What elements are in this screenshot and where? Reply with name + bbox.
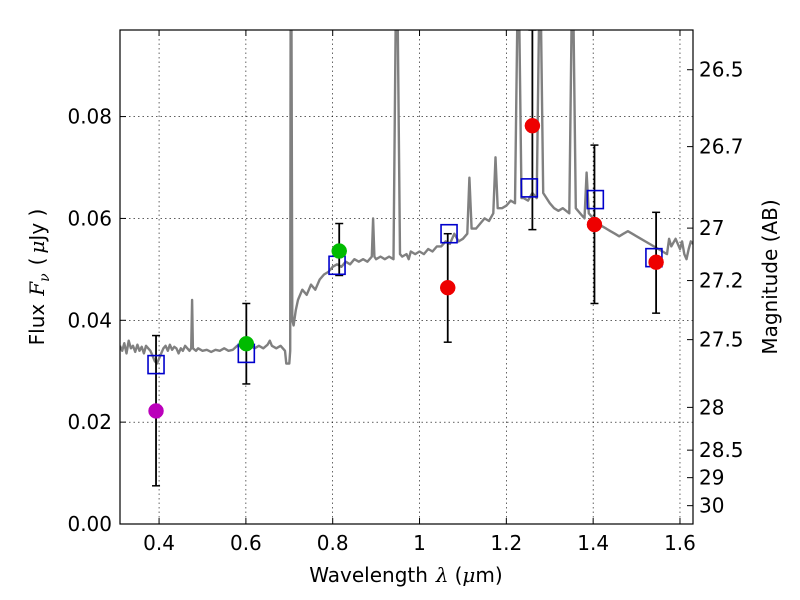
- y2-tick-label: 28.5: [699, 438, 744, 462]
- observed-photometry-point: [148, 403, 164, 419]
- x-tick-label: 1: [413, 531, 426, 555]
- observed-photometry-point: [586, 216, 603, 233]
- observed-photometry-point: [524, 117, 541, 134]
- observed-photometry-point: [331, 243, 347, 259]
- observed-photometry-point: [238, 335, 255, 352]
- y-tick-label: 0.08: [67, 105, 112, 129]
- y-tick-label: 0.00: [67, 512, 112, 536]
- y2-tick-label: 28: [699, 395, 724, 419]
- y-tick-label: 0.06: [67, 206, 112, 230]
- errorbar-layer: [152, 30, 661, 487]
- grid: [120, 30, 693, 524]
- y2-tick-label: 27.5: [699, 328, 744, 352]
- x-tick-label: 1.2: [490, 531, 522, 555]
- observed-photometry-point: [439, 279, 456, 296]
- y2-tick-label: 29: [699, 466, 724, 490]
- y2-axis-label: Magnitude (AB): [758, 199, 782, 354]
- x-tick-label: 1.6: [664, 531, 696, 555]
- x-axis-ticks: 0.4 0.6 0.8 1 1.2 1.4 1.6: [143, 30, 696, 555]
- model-photometry-square: [520, 178, 539, 198]
- x-axis-label: Wavelength λ (μm): [309, 563, 502, 587]
- model-photometry-square: [440, 223, 458, 244]
- x-tick-label: 1.4: [577, 531, 609, 555]
- y2-tick-label: 26.7: [699, 135, 744, 159]
- x-tick-label: 0.8: [317, 531, 349, 555]
- plot-frame: [119, 29, 694, 525]
- observed-photometry-layer: [148, 117, 664, 419]
- observed-photometry-point: [648, 254, 664, 270]
- y2-tick-label: 27: [699, 216, 724, 240]
- model-photometry-square: [147, 354, 165, 375]
- x-tick-label: 0.4: [143, 531, 175, 555]
- model-photometry-square: [586, 189, 605, 210]
- y-tick-label: 0.02: [67, 410, 112, 434]
- spectrum-layer: [120, 30, 693, 365]
- y2-tick-label: 26.5: [699, 58, 744, 82]
- y-axis-ticks: 0.00 0.02 0.04 0.06 0.08: [67, 105, 126, 536]
- y2-tick-label: 27.2: [699, 269, 744, 293]
- y2-axis-ticks: 26.5 26.7 27 27.2 27.5 28 28.5 29 30: [687, 58, 744, 518]
- y-axis-label: FluxFν(μJy ): [25, 209, 53, 346]
- y-tick-label: 0.04: [67, 308, 112, 332]
- x-tick-label: 0.6: [230, 531, 262, 555]
- spectrum-line: [120, 30, 693, 365]
- y2-tick-label: 30: [699, 494, 724, 518]
